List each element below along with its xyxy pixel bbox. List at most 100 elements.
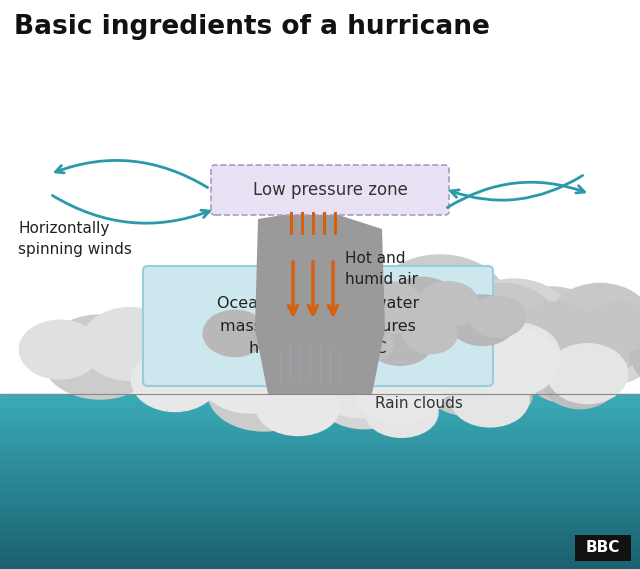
Ellipse shape — [379, 303, 481, 378]
Ellipse shape — [570, 340, 630, 382]
Ellipse shape — [301, 328, 388, 391]
Ellipse shape — [465, 323, 535, 375]
Ellipse shape — [544, 358, 616, 409]
Ellipse shape — [470, 296, 525, 337]
Bar — [0, 428, 640, 434]
Ellipse shape — [154, 278, 259, 360]
Bar — [0, 494, 640, 499]
Ellipse shape — [421, 332, 479, 374]
Bar — [0, 420, 640, 424]
Ellipse shape — [429, 344, 531, 415]
Bar — [575, 535, 631, 561]
Bar — [0, 437, 640, 442]
Bar — [0, 516, 640, 521]
Text: Horizontally
spinning winds: Horizontally spinning winds — [18, 221, 132, 257]
Ellipse shape — [344, 327, 394, 361]
Text: BBC: BBC — [586, 541, 620, 555]
Bar — [0, 459, 640, 464]
Ellipse shape — [417, 282, 479, 327]
Bar — [0, 525, 640, 530]
Ellipse shape — [586, 302, 640, 352]
Ellipse shape — [228, 331, 312, 390]
Bar — [0, 481, 640, 486]
Ellipse shape — [250, 315, 369, 403]
Ellipse shape — [465, 373, 532, 418]
Bar — [0, 503, 640, 508]
Ellipse shape — [355, 361, 445, 423]
Ellipse shape — [555, 306, 640, 385]
Bar — [0, 451, 640, 455]
Ellipse shape — [636, 307, 640, 377]
Polygon shape — [255, 209, 385, 394]
Ellipse shape — [276, 303, 388, 390]
Bar — [0, 394, 640, 398]
Ellipse shape — [250, 278, 346, 348]
Bar — [0, 415, 640, 420]
Bar — [0, 402, 640, 407]
Bar — [0, 411, 640, 416]
Ellipse shape — [418, 338, 502, 400]
Ellipse shape — [176, 330, 275, 402]
Ellipse shape — [547, 344, 628, 403]
Text: Rain clouds: Rain clouds — [375, 397, 463, 411]
FancyArrowPatch shape — [451, 175, 582, 200]
Ellipse shape — [256, 378, 340, 435]
Ellipse shape — [309, 277, 392, 341]
Bar — [0, 446, 640, 451]
Bar — [0, 398, 640, 403]
Ellipse shape — [365, 349, 435, 399]
Ellipse shape — [525, 340, 615, 403]
Ellipse shape — [481, 312, 571, 382]
Bar — [0, 555, 640, 560]
Ellipse shape — [426, 358, 510, 415]
Ellipse shape — [317, 364, 412, 428]
Ellipse shape — [19, 320, 100, 379]
Ellipse shape — [294, 332, 356, 374]
Ellipse shape — [472, 323, 560, 388]
Ellipse shape — [252, 300, 328, 357]
Text: Hot and
humid air: Hot and humid air — [345, 251, 418, 287]
Bar — [0, 512, 640, 517]
Bar — [0, 521, 640, 525]
Ellipse shape — [356, 282, 423, 334]
Ellipse shape — [130, 297, 270, 401]
FancyBboxPatch shape — [143, 266, 493, 386]
Ellipse shape — [365, 388, 438, 438]
Ellipse shape — [269, 309, 321, 347]
FancyArrowPatch shape — [447, 182, 584, 208]
Ellipse shape — [340, 279, 467, 378]
Bar — [0, 455, 640, 460]
Ellipse shape — [308, 300, 371, 348]
Bar — [0, 485, 640, 490]
Ellipse shape — [367, 315, 472, 393]
Bar — [0, 564, 640, 569]
Bar — [0, 507, 640, 512]
Ellipse shape — [367, 319, 433, 365]
FancyBboxPatch shape — [211, 165, 449, 215]
Bar — [0, 560, 640, 564]
Bar — [0, 477, 640, 481]
Ellipse shape — [208, 355, 320, 431]
Ellipse shape — [198, 335, 303, 413]
FancyArrowPatch shape — [52, 195, 209, 223]
FancyArrowPatch shape — [56, 160, 207, 188]
Bar — [0, 547, 640, 551]
Ellipse shape — [81, 308, 179, 381]
Ellipse shape — [456, 279, 572, 364]
Ellipse shape — [372, 255, 508, 355]
Ellipse shape — [451, 372, 529, 427]
Bar — [0, 551, 640, 556]
Ellipse shape — [332, 300, 419, 365]
Ellipse shape — [131, 348, 218, 411]
Ellipse shape — [235, 255, 385, 371]
Ellipse shape — [504, 352, 560, 390]
Ellipse shape — [446, 283, 559, 370]
Bar — [0, 498, 640, 504]
Bar — [0, 442, 640, 447]
Ellipse shape — [383, 323, 480, 398]
Ellipse shape — [518, 302, 593, 360]
Bar — [0, 468, 640, 473]
Bar — [0, 529, 640, 534]
Ellipse shape — [340, 331, 460, 415]
Ellipse shape — [549, 283, 640, 358]
